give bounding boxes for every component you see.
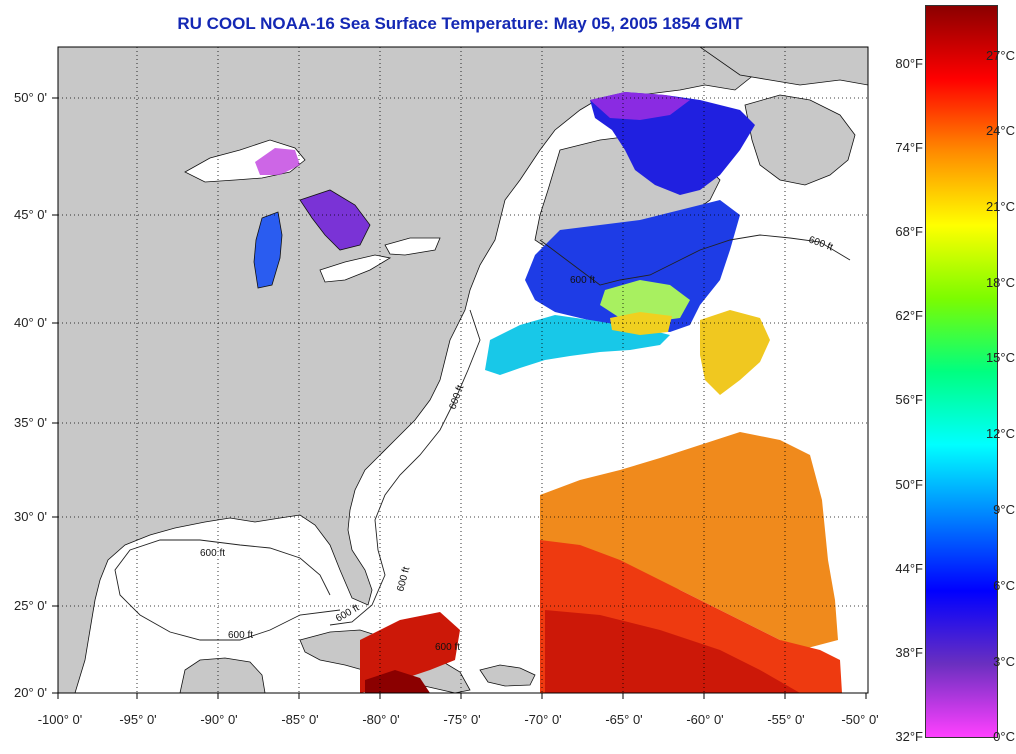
land-newfoundland <box>744 94 856 186</box>
celsius-label: 24°C <box>985 123 1015 138</box>
fahrenheit-label: 68°F <box>895 224 923 239</box>
temperature-colorbar <box>925 5 998 738</box>
sst-caribbean-red <box>360 612 460 693</box>
sst-st-lawrence-purple <box>590 92 690 120</box>
fahrenheit-label: 32°F <box>895 729 923 744</box>
lon-label: -55° 0' <box>767 712 805 727</box>
lake-michigan <box>253 211 283 289</box>
fahrenheit-label: 62°F <box>895 308 923 323</box>
celsius-label: 15°C <box>985 350 1015 365</box>
sst-shelf-green <box>600 280 690 322</box>
lon-label: -65° 0' <box>605 712 643 727</box>
sst-south-darkred <box>545 610 800 693</box>
lon-label: -90° 0' <box>200 712 238 727</box>
land-labrador <box>699 47 868 86</box>
depth-label: 600 ft <box>435 642 460 653</box>
lon-label: -95° 0' <box>119 712 157 727</box>
sst-south-orange <box>540 432 838 650</box>
fahrenheit-label: 74°F <box>895 140 923 155</box>
sst-north-patch-yellow <box>700 310 770 395</box>
celsius-label: 0°C <box>993 729 1015 744</box>
depth-label: 600 ft <box>200 548 225 559</box>
lat-label: 25° 0' <box>14 598 47 613</box>
sst-shelf-yellow <box>610 312 672 335</box>
celsius-label: 18°C <box>985 275 1015 290</box>
land-hispaniola <box>479 664 536 687</box>
lon-label: -70° 0' <box>524 712 562 727</box>
lat-label: 20° 0' <box>14 685 47 700</box>
lake-superior-purple <box>255 148 300 175</box>
depth-label: 600 ft <box>228 630 253 641</box>
map-title: RU COOL NOAA-16 Sea Surface Temperature:… <box>177 14 743 33</box>
celsius-label: 3°C <box>993 654 1015 669</box>
lon-label: -100° 0' <box>37 712 83 727</box>
axis-ticks <box>52 97 867 699</box>
land-north-america <box>58 47 769 693</box>
fahrenheit-label: 56°F <box>895 392 923 407</box>
lon-label: -85° 0' <box>281 712 319 727</box>
celsius-label: 9°C <box>993 502 1015 517</box>
lat-label: 35° 0' <box>14 415 47 430</box>
fahrenheit-label: 50°F <box>895 477 923 492</box>
land-yucatan <box>179 657 266 693</box>
lat-label: 30° 0' <box>14 509 47 524</box>
fahrenheit-label: 38°F <box>895 645 923 660</box>
depth-label: 600 ft <box>570 275 595 286</box>
lon-label: -80° 0' <box>362 712 400 727</box>
depth-contour-gulf <box>114 539 341 641</box>
celsius-label: 21°C <box>985 199 1015 214</box>
map-frame <box>57 46 869 694</box>
celsius-label: 12°C <box>985 426 1015 441</box>
depth-contour-atlantic <box>329 309 481 626</box>
lake-ontario <box>384 237 441 256</box>
fahrenheit-label: 44°F <box>895 561 923 576</box>
depth-contour-scotian <box>539 234 851 286</box>
celsius-label: 27°C <box>985 48 1015 63</box>
celsius-label: 6°C <box>993 578 1015 593</box>
lat-label: 45° 0' <box>14 207 47 222</box>
lat-label: 50° 0' <box>14 90 47 105</box>
lake-huron <box>299 189 371 251</box>
fahrenheit-label: 80°F <box>895 56 923 71</box>
lon-label: -75° 0' <box>443 712 481 727</box>
sst-caribbean-darkred <box>365 670 430 693</box>
grid <box>58 47 868 693</box>
lon-label: -60° 0' <box>686 712 724 727</box>
lat-label: 40° 0' <box>14 315 47 330</box>
lon-label: -50° 0' <box>841 712 879 727</box>
